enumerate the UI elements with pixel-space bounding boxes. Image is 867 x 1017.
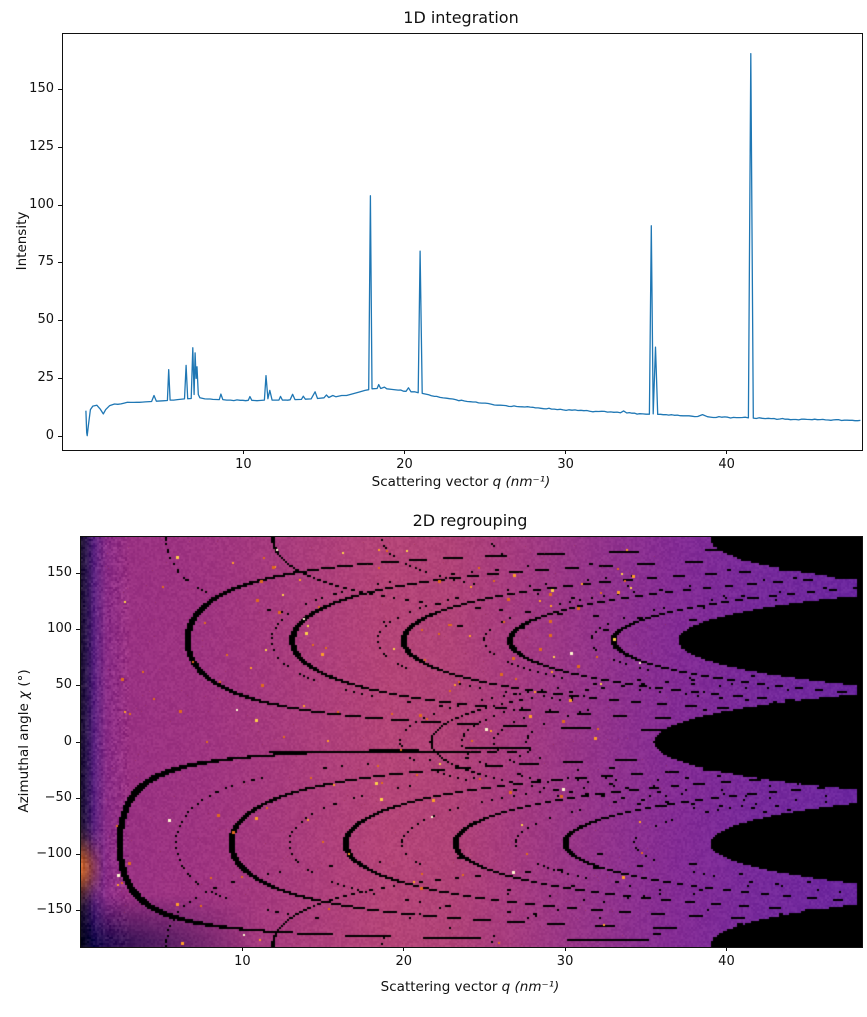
plot2-axes: 10 20 30 40 −150 −100 −50 0 50 100 150: [36, 536, 863, 969]
y-tick-label: 50: [55, 677, 72, 693]
regrouping-heatmap: [81, 537, 862, 947]
y-tick-label: 25: [37, 369, 54, 385]
x-tick-label: 20: [395, 954, 412, 969]
y-tick-label: −150: [36, 902, 72, 918]
intensity-curve-path: [85, 52, 861, 437]
y-tick-label: 100: [29, 196, 54, 212]
plot2-xlabel-math: q (nm⁻¹): [501, 979, 560, 995]
x-tick-mark: [564, 947, 566, 951]
y-tick-mark: [58, 146, 62, 148]
plot1-xlabel: Scattering vector q (nm⁻¹): [372, 474, 551, 490]
y-tick-mark: [76, 910, 80, 912]
plot2-xlabel-text: Scattering vector: [380, 979, 502, 995]
x-tick-mark: [565, 450, 567, 454]
x-tick-label: 40: [718, 457, 735, 472]
y-tick-mark: [76, 797, 80, 799]
y-tick-mark: [58, 320, 62, 322]
y-tick-label: 50: [37, 312, 54, 328]
x-tick-mark: [725, 947, 727, 951]
y-tick-mark: [58, 377, 62, 379]
y-tick-label: −100: [36, 846, 72, 862]
y-tick-label: 75: [37, 254, 54, 270]
plot1-axes: 10 20 30 40 0 25 50 75 100 125 150: [29, 33, 863, 472]
x-tick-mark: [242, 450, 244, 454]
intensity-curve: [85, 52, 861, 437]
y-tick-mark: [76, 628, 80, 630]
y-tick-mark: [58, 262, 62, 264]
x-tick-mark: [403, 947, 405, 951]
x-tick-label: 40: [718, 954, 735, 969]
plot1-xlabel-math: q (nm⁻¹): [492, 474, 551, 490]
y-tick-mark: [58, 435, 62, 437]
x-tick-mark: [726, 450, 728, 454]
plot2-title: 2D regrouping: [412, 511, 528, 530]
y-tick-label: 150: [47, 564, 72, 580]
y-tick-mark: [76, 741, 80, 743]
plot1-ylabel: Intensity: [14, 211, 30, 271]
x-tick-mark: [404, 450, 405, 454]
x-tick-label: 30: [557, 457, 574, 472]
plot2-xlabel: Scattering vector q (nm⁻¹): [381, 979, 560, 995]
y-tick-mark: [76, 685, 80, 687]
x-tick-label: 10: [234, 954, 251, 969]
y-tick-mark: [58, 204, 62, 206]
plot1-xlabel-text: Scattering vector: [371, 474, 493, 490]
x-tick-mark: [241, 947, 243, 951]
plot1-title: 1D integration: [403, 8, 519, 27]
x-tick-label: 20: [396, 457, 413, 472]
y-tick-mark: [76, 854, 80, 856]
y-tick-label: 0: [45, 427, 54, 443]
y-tick-mark: [76, 572, 80, 574]
y-tick-label: 125: [29, 138, 54, 154]
y-tick-label: 100: [47, 620, 72, 636]
y-tick-label: 150: [29, 80, 54, 96]
plot2-ylabel: Azimuthal angle χ (°): [16, 669, 32, 813]
y-tick-label: −50: [44, 789, 72, 805]
x-tick-label: 10: [235, 457, 252, 472]
y-tick-mark: [58, 88, 62, 90]
y-tick-label: 0: [63, 733, 72, 749]
x-tick-label: 30: [556, 954, 574, 969]
